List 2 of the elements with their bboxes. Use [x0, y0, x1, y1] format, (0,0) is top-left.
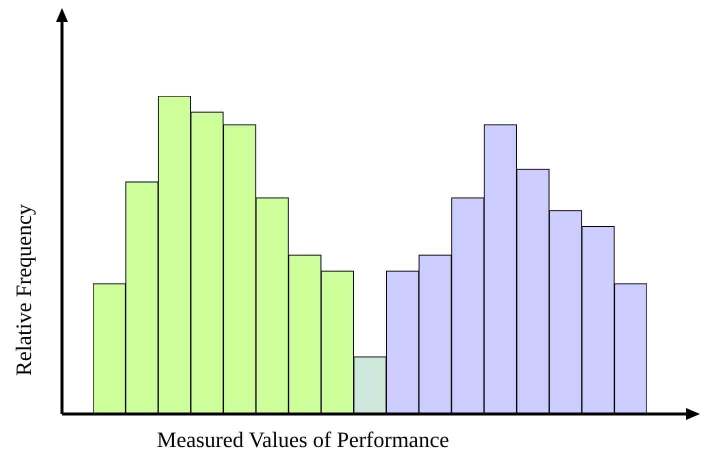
- y-axis-title: Relative Frequency: [10, 204, 36, 376]
- x-axis-title: Measured Values of Performance: [156, 426, 450, 452]
